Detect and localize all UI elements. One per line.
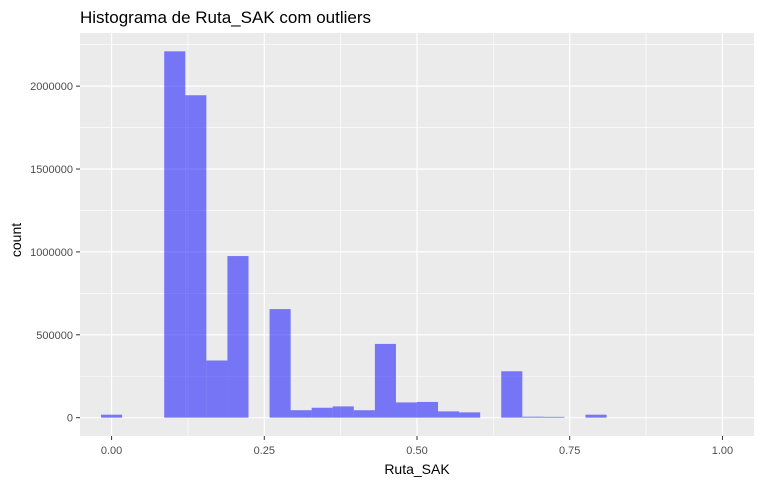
histogram-bar [522, 416, 544, 418]
x-tick-label: 0.75 [559, 445, 580, 457]
y-tick-label: 1500000 [30, 164, 73, 176]
histogram-bar [101, 414, 123, 418]
x-axis-label: Ruta_SAK [384, 461, 450, 477]
histogram-bar [438, 411, 460, 418]
x-tick-label: 0.50 [406, 445, 427, 457]
histogram-bar [374, 343, 396, 418]
histogram-bar [332, 406, 354, 418]
histogram-bar [395, 402, 418, 418]
y-tick-label: 500000 [36, 330, 73, 342]
histogram-bar [227, 256, 249, 418]
y-axis: 0 500000 1000000 1500000 2000000 [30, 81, 80, 425]
histogram-bar [185, 95, 207, 418]
histogram-bar [164, 51, 186, 418]
chart-title: Histograma de Ruta_SAK com outliers [80, 8, 371, 27]
histogram-bar [353, 410, 375, 418]
histogram-bar [543, 416, 565, 418]
y-axis-label: count [8, 223, 24, 257]
x-tick-label: 0.00 [101, 445, 122, 457]
histogram-bar [290, 410, 312, 418]
x-axis: 0.00 0.25 0.50 0.75 1.00 [101, 436, 733, 457]
histogram-bar [269, 309, 291, 418]
x-tick-label: 0.25 [254, 445, 275, 457]
y-tick-label: 1000000 [30, 247, 73, 259]
histogram-bar [311, 407, 333, 418]
histogram-bar [585, 414, 607, 418]
x-tick-label: 1.00 [712, 445, 733, 457]
histogram-bar [206, 360, 228, 418]
histogram-bar [416, 401, 439, 418]
histogram-bars [101, 51, 607, 418]
histogram-bar [501, 371, 523, 418]
histogram-bar [459, 412, 481, 418]
y-tick-label: 0 [67, 413, 73, 425]
y-tick-label: 2000000 [30, 81, 73, 93]
